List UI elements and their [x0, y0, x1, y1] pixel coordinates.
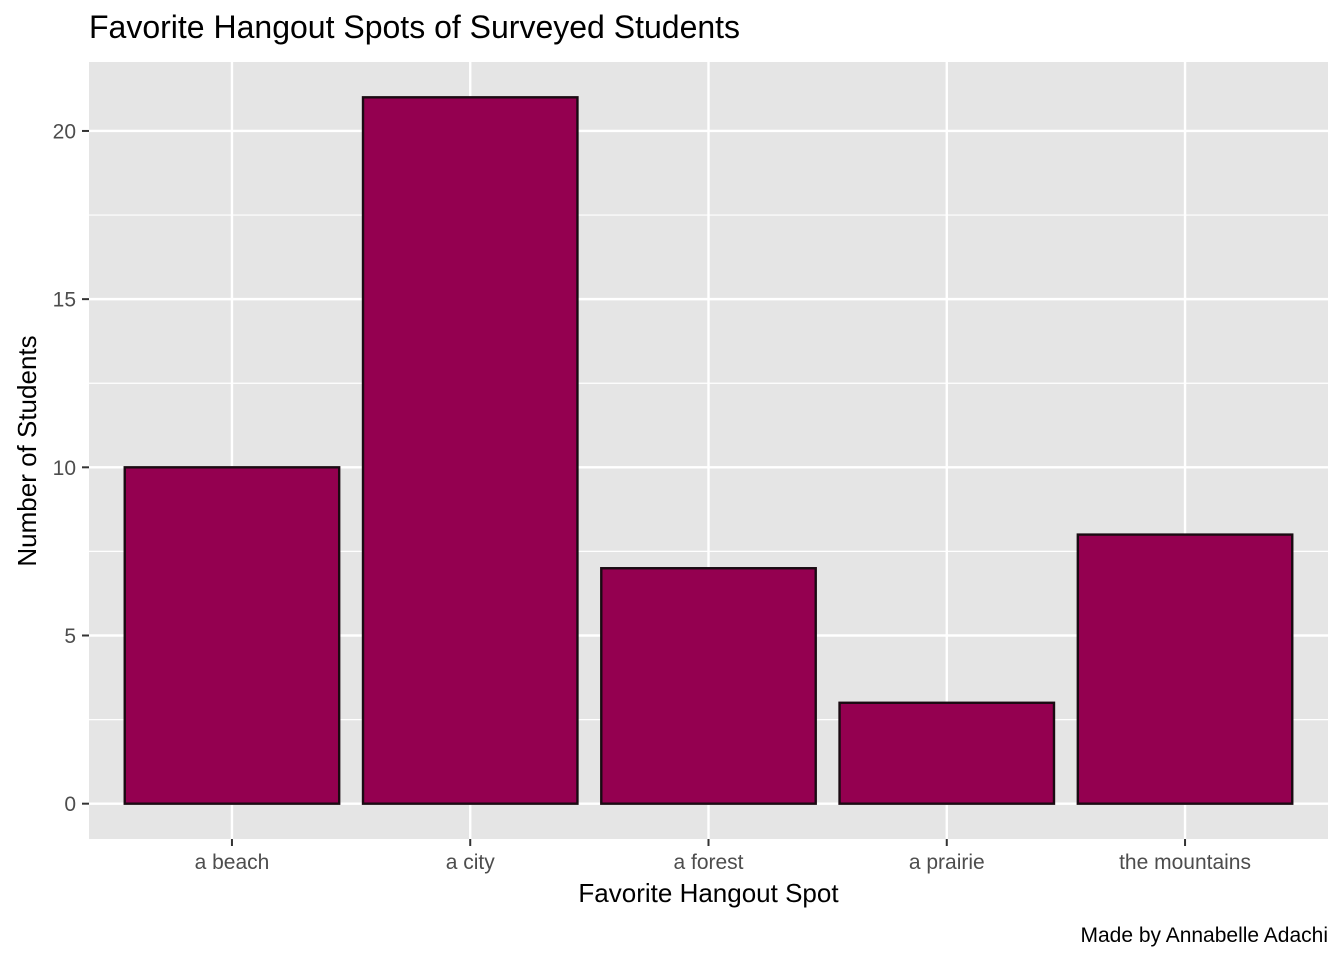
bar-a-beach — [123, 466, 341, 805]
bars — [123, 96, 1294, 805]
bar-a-forest — [600, 567, 817, 805]
x-tick-label: the mountains — [1119, 851, 1251, 874]
x-tick-label: a city — [446, 851, 496, 874]
x-tick-label: a beach — [195, 851, 270, 874]
caption: Made by Annabelle Adachi — [1080, 924, 1328, 947]
x-axis-title: Favorite Hangout Spot — [578, 878, 839, 908]
y-tick-label: 20 — [53, 120, 76, 143]
chart-title: Favorite Hangout Spots of Surveyed Stude… — [89, 9, 740, 45]
x-tick-label: a prairie — [909, 851, 985, 874]
bar-the-mountains — [1076, 533, 1294, 805]
y-tick-label: 5 — [64, 625, 76, 648]
x-axis: a beach a city a forest a prairie the mounta… — [195, 839, 1251, 874]
bar-a-prairie — [838, 701, 1056, 805]
y-axis-title: Number of Students — [12, 335, 42, 566]
x-tick-label: a forest — [673, 851, 743, 874]
y-axis: 0 5 10 15 20 — [53, 120, 89, 816]
bar-a-city — [361, 96, 579, 805]
y-tick-label: 10 — [53, 457, 76, 480]
y-tick-label: 15 — [53, 289, 76, 312]
y-tick-label: 0 — [64, 793, 76, 816]
